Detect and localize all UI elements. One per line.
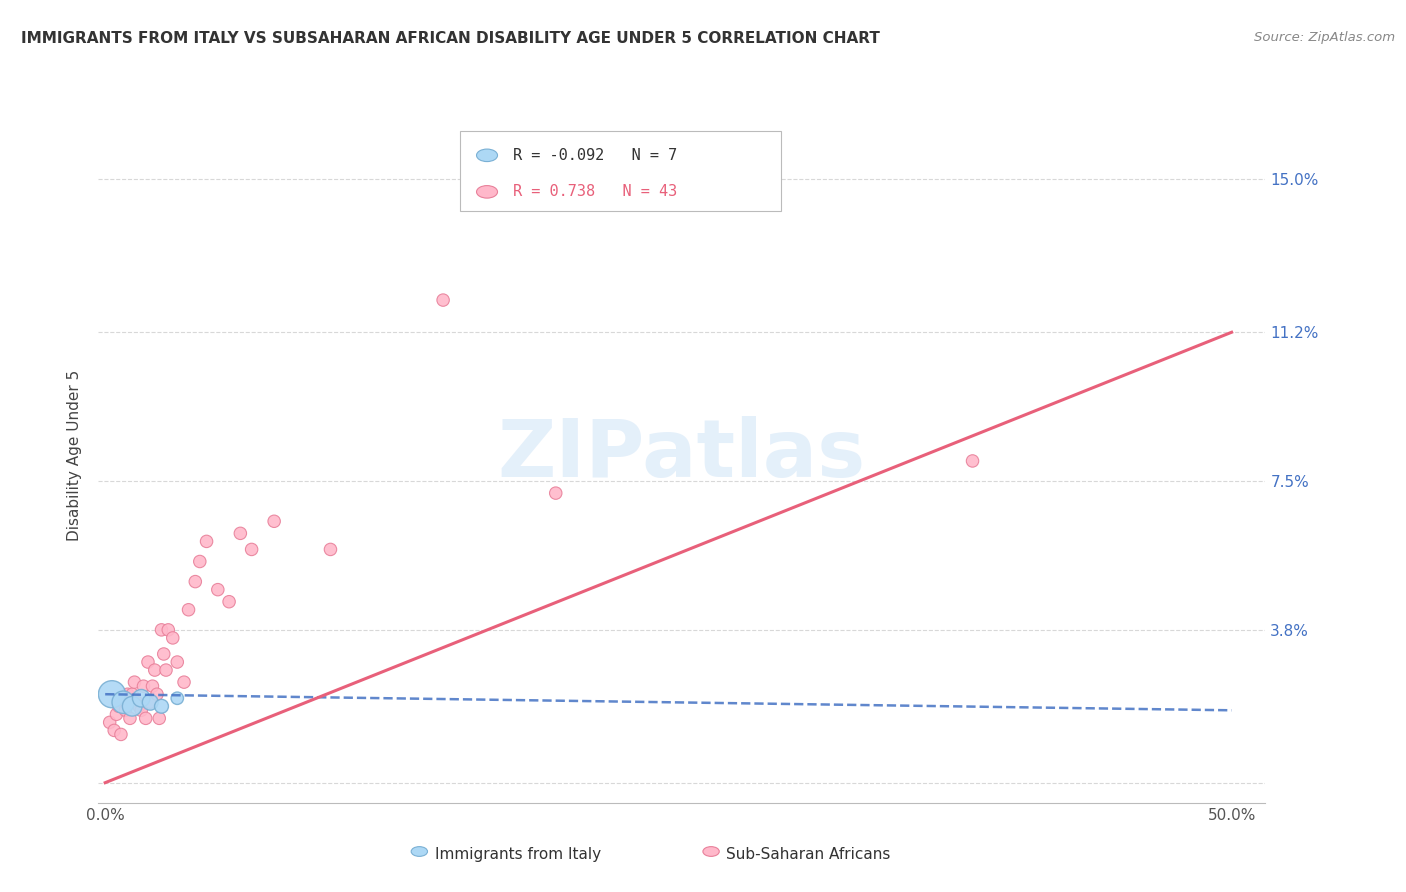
Point bbox=[141, 679, 163, 693]
Point bbox=[148, 711, 170, 725]
Point bbox=[139, 695, 162, 709]
Point bbox=[103, 723, 125, 738]
Point bbox=[166, 691, 188, 706]
Point bbox=[128, 699, 150, 714]
Point bbox=[177, 603, 200, 617]
Point bbox=[432, 293, 454, 307]
Point bbox=[195, 534, 218, 549]
Point bbox=[162, 631, 184, 645]
Point bbox=[112, 695, 135, 709]
Point bbox=[124, 675, 146, 690]
Circle shape bbox=[477, 186, 498, 198]
Point bbox=[240, 542, 263, 557]
Point bbox=[544, 486, 567, 500]
Point bbox=[150, 623, 173, 637]
Text: Source: ZipAtlas.com: Source: ZipAtlas.com bbox=[1254, 31, 1395, 45]
Text: R = -0.092   N = 7: R = -0.092 N = 7 bbox=[513, 148, 676, 163]
Point bbox=[136, 655, 159, 669]
Point bbox=[962, 454, 984, 468]
Point bbox=[218, 595, 240, 609]
Point bbox=[121, 699, 143, 714]
Point bbox=[135, 711, 157, 725]
Point bbox=[107, 699, 129, 714]
Point bbox=[139, 695, 162, 709]
Point bbox=[152, 647, 174, 661]
Circle shape bbox=[703, 847, 720, 856]
Point bbox=[146, 687, 169, 701]
Text: ZIPatlas: ZIPatlas bbox=[498, 416, 866, 494]
Point bbox=[263, 514, 285, 528]
Point bbox=[143, 663, 166, 677]
Point bbox=[114, 703, 136, 717]
Point bbox=[112, 695, 135, 709]
Text: Sub-Saharan Africans: Sub-Saharan Africans bbox=[727, 847, 890, 863]
Point bbox=[319, 542, 342, 557]
Point bbox=[173, 675, 195, 690]
Point bbox=[207, 582, 229, 597]
Point bbox=[150, 699, 173, 714]
Circle shape bbox=[411, 847, 427, 856]
Point bbox=[110, 727, 132, 741]
Point bbox=[117, 687, 139, 701]
Point bbox=[101, 687, 124, 701]
Circle shape bbox=[477, 149, 498, 161]
Y-axis label: Disability Age Under 5: Disability Age Under 5 bbox=[67, 369, 83, 541]
Point bbox=[98, 715, 121, 730]
Point bbox=[105, 707, 128, 722]
Point bbox=[155, 663, 177, 677]
FancyBboxPatch shape bbox=[460, 131, 782, 211]
Point bbox=[125, 695, 148, 709]
Point bbox=[166, 655, 188, 669]
Point bbox=[132, 679, 155, 693]
Point bbox=[188, 554, 211, 568]
Text: IMMIGRANTS FROM ITALY VS SUBSAHARAN AFRICAN DISABILITY AGE UNDER 5 CORRELATION C: IMMIGRANTS FROM ITALY VS SUBSAHARAN AFRI… bbox=[21, 31, 880, 46]
Point bbox=[184, 574, 207, 589]
Point bbox=[118, 711, 141, 725]
Point bbox=[229, 526, 252, 541]
Point bbox=[121, 687, 143, 701]
Point bbox=[157, 623, 180, 637]
Point bbox=[129, 703, 152, 717]
Point bbox=[129, 691, 152, 706]
Text: Immigrants from Italy: Immigrants from Italy bbox=[434, 847, 600, 863]
Point bbox=[735, 180, 758, 194]
Text: R = 0.738   N = 43: R = 0.738 N = 43 bbox=[513, 185, 676, 199]
